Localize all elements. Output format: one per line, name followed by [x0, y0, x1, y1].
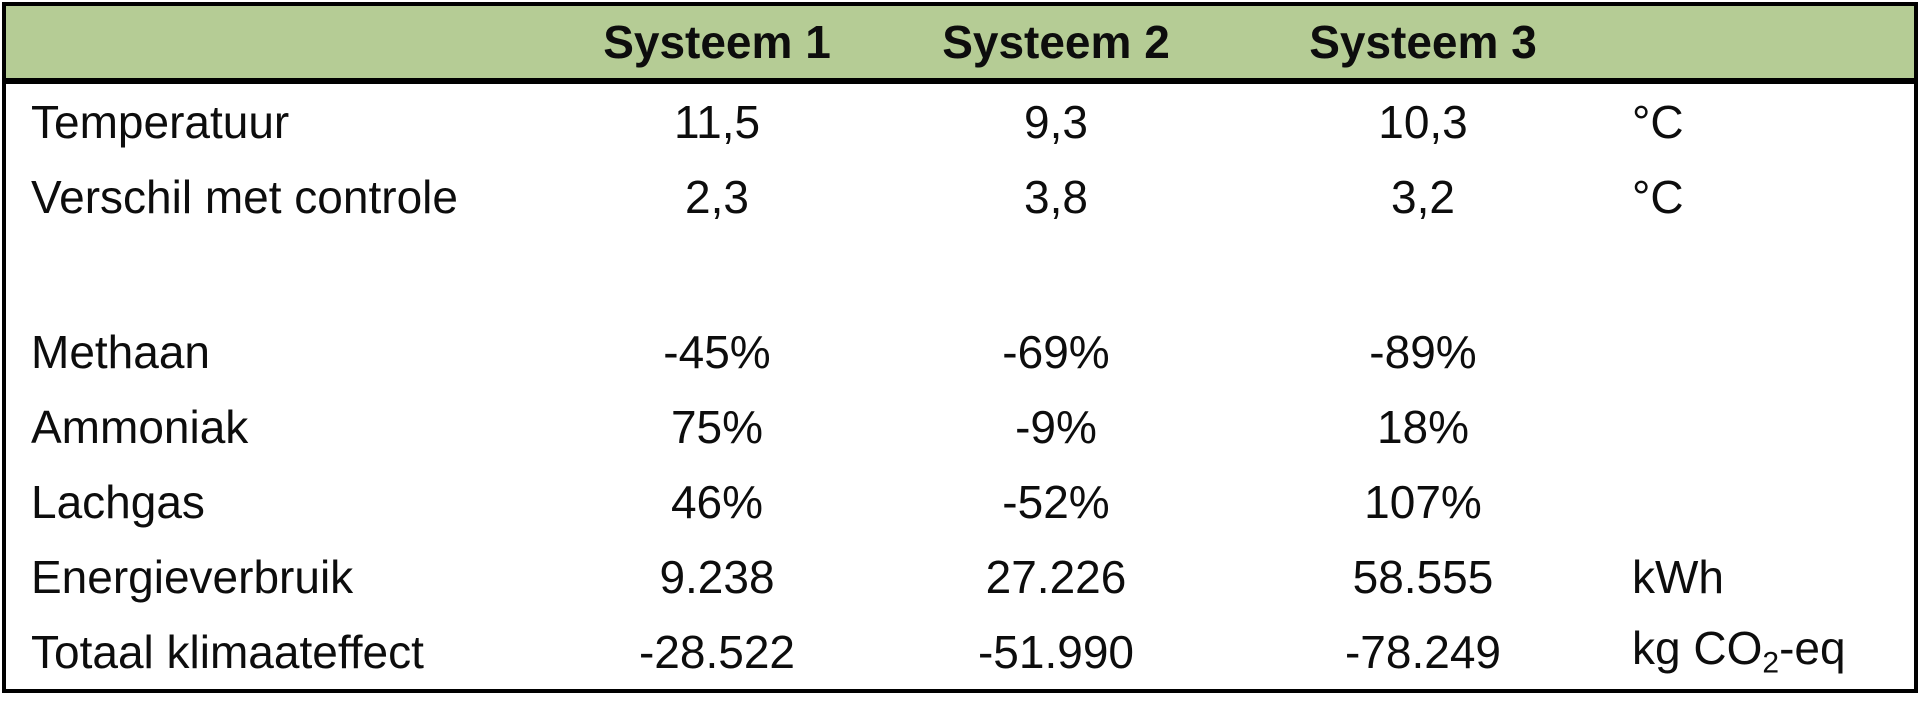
- value-cell: 10,3: [1378, 95, 1468, 148]
- value-cell: 58.555: [1352, 550, 1494, 603]
- results-table: Systeem 1 Systeem 2 Systeem 3 Temperatuu…: [2, 2, 1918, 693]
- header-cell-systeem-1: Systeem 1: [603, 16, 831, 68]
- row-label: Energieverbruik: [31, 550, 354, 603]
- table-body: Temperatuur 11,5 9,3 10,3 °C Verschil met con…: [6, 84, 1914, 689]
- header-cell-systeem-3: Systeem 3: [1309, 16, 1537, 68]
- value-cell: 3,2: [1391, 170, 1455, 223]
- table-row: Verschil met controle 2,3 3,8 3,2 °C: [6, 159, 1914, 234]
- row-label: Methaan: [31, 325, 211, 378]
- value-cell: 3,8: [1024, 170, 1088, 223]
- table-row: Energieverbruik 9.238 27.226 58.555 kWh: [6, 539, 1914, 614]
- row-label: Temperatuur: [31, 95, 290, 148]
- row-label: Lachgas: [31, 475, 205, 528]
- value-cell: 75%: [670, 400, 764, 453]
- unit-text: kg CO: [1632, 621, 1763, 674]
- table-row-blank: [6, 234, 1914, 314]
- table-row: Ammoniak 75% -9% 18%: [6, 389, 1914, 464]
- row-label: Verschil met controle: [31, 170, 458, 223]
- row-label: Totaal klimaateffect: [31, 625, 424, 678]
- value-cell: 107%: [1364, 475, 1482, 528]
- value-cell: 46%: [670, 475, 764, 528]
- value-cell: -28.522: [638, 625, 795, 678]
- value-cell: 27.226: [985, 550, 1127, 603]
- unit-cell: kg CO2-eq: [1606, 625, 1914, 678]
- value-cell: 11,5: [673, 95, 761, 148]
- value-cell: -9%: [1015, 400, 1097, 453]
- value-cell: 9,3: [1024, 95, 1088, 148]
- value-cell: -51.990: [977, 625, 1134, 678]
- row-label: Ammoniak: [31, 400, 249, 453]
- value-cell: -78.249: [1344, 625, 1501, 678]
- value-cell: 9.238: [659, 550, 775, 603]
- unit-cell: kWh: [1632, 550, 1724, 603]
- value-cell: 2,3: [685, 170, 749, 223]
- value-cell: -45%: [663, 325, 771, 378]
- unit-cell: °C: [1632, 170, 1684, 223]
- unit-text: -eq: [1779, 621, 1846, 674]
- value-cell: -52%: [1002, 475, 1110, 528]
- value-cell: 18%: [1376, 400, 1470, 453]
- header-cell-systeem-2: Systeem 2: [942, 16, 1170, 68]
- table-row: Lachgas 46% -52% 107%: [6, 464, 1914, 539]
- value-cell: -89%: [1369, 325, 1477, 378]
- table-row: Totaal klimaateffect -28.522 -51.990 -78.24…: [6, 614, 1914, 689]
- value-cell: -69%: [1002, 325, 1110, 378]
- unit-cell: °C: [1632, 95, 1684, 148]
- table-header-row: Systeem 1 Systeem 2 Systeem 3: [6, 6, 1914, 84]
- unit-subscript: 2: [1762, 646, 1780, 680]
- table-row: Temperatuur 11,5 9,3 10,3 °C: [6, 84, 1914, 159]
- table-row: Methaan -45% -69% -89%: [6, 314, 1914, 389]
